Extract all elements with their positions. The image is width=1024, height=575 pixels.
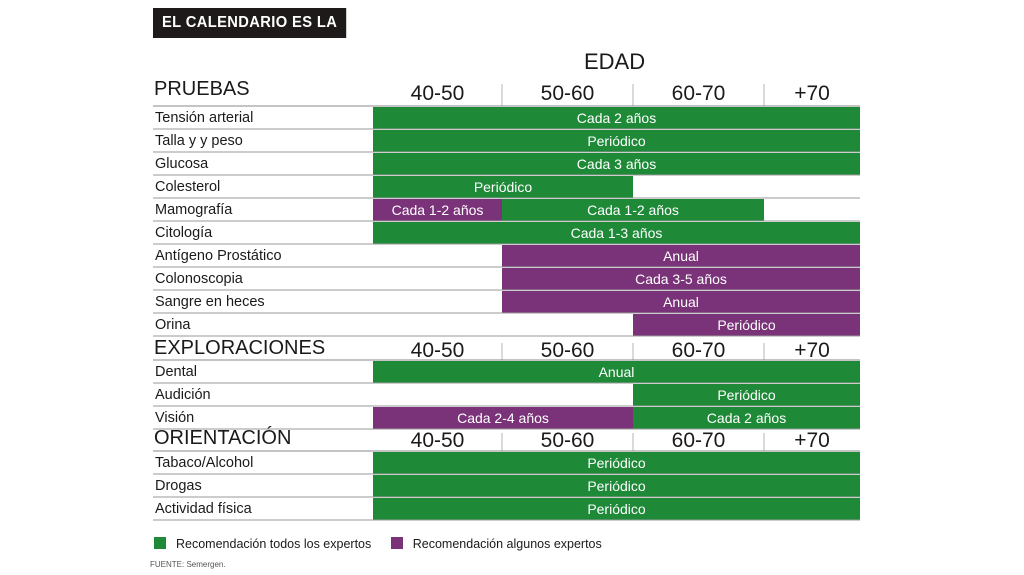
row-label: Dental	[155, 364, 197, 380]
age-header: 60-70	[671, 339, 726, 362]
bar-todos	[373, 153, 860, 175]
legend-swatch-algunos	[390, 537, 403, 549]
section-label: PRUEBAS	[154, 78, 250, 100]
row-label: Orina	[155, 317, 191, 333]
row-label: Actividad física	[155, 501, 252, 517]
legend-item-algunos: Recomendación algunos expertos	[390, 537, 602, 551]
row-label: Colonoscopia	[155, 271, 243, 287]
age-header: +70	[794, 429, 830, 452]
bar-algunos	[502, 291, 860, 313]
bar-todos	[373, 452, 860, 474]
bar-todos	[502, 199, 764, 221]
row-label: Glucosa	[155, 156, 209, 172]
bar-algunos	[373, 407, 633, 429]
bar-todos	[373, 475, 860, 497]
edad-label: EDAD	[584, 49, 646, 74]
age-header: 40-50	[410, 429, 465, 452]
bar-todos	[373, 176, 633, 198]
source-note: FUENTE: Semergen.	[150, 560, 226, 569]
bar-todos	[373, 107, 860, 129]
row-label: Citología	[155, 225, 213, 241]
age-header: 50-60	[540, 82, 595, 105]
section-label: EXPLORACIONES	[154, 337, 326, 359]
bar-todos	[373, 222, 860, 244]
bar-algunos	[502, 245, 860, 267]
row-label: Audición	[155, 387, 211, 403]
bar-todos	[633, 384, 860, 406]
legend-item-todos: Recomendación todos los expertos	[154, 537, 371, 551]
age-header: 40-50	[410, 82, 465, 105]
bar-algunos	[633, 314, 860, 336]
row-label: Tensión arterial	[155, 110, 254, 126]
row-label: Visión	[155, 410, 195, 426]
legend: Recomendación todos los expertos Recomen…	[154, 537, 618, 551]
legend-swatch-todos	[154, 537, 166, 549]
age-header: 50-60	[540, 339, 595, 362]
age-header: 50-60	[540, 429, 595, 452]
age-header: 40-50	[410, 339, 465, 362]
row-label: Sangre en heces	[155, 294, 265, 310]
bar-todos	[373, 498, 860, 520]
row-label: Talla y y peso	[155, 133, 243, 149]
age-header: +70	[794, 339, 830, 362]
legend-label-algunos: Recomendación algunos expertos	[412, 537, 602, 551]
row-label: Tabaco/Alcohol	[155, 455, 254, 471]
row-label: Drogas	[155, 478, 202, 494]
bar-algunos	[373, 199, 502, 221]
age-header: +70	[794, 82, 830, 105]
age-header: 60-70	[671, 82, 726, 105]
section-label: ORIENTACIÓN	[154, 427, 292, 449]
bar-algunos	[502, 268, 860, 290]
bar-todos	[373, 130, 860, 152]
age-header: 60-70	[671, 429, 726, 452]
row-label: Colesterol	[155, 179, 221, 195]
legend-label-todos: Recomendación todos los expertos	[176, 537, 372, 551]
chart-title: EL CALENDARIO ES LA PISTA	[153, 8, 347, 61]
row-label: Antígeno Prostático	[155, 248, 282, 264]
bar-todos	[373, 361, 860, 383]
row-label: Mamografía	[155, 202, 233, 218]
bar-todos	[633, 407, 860, 429]
